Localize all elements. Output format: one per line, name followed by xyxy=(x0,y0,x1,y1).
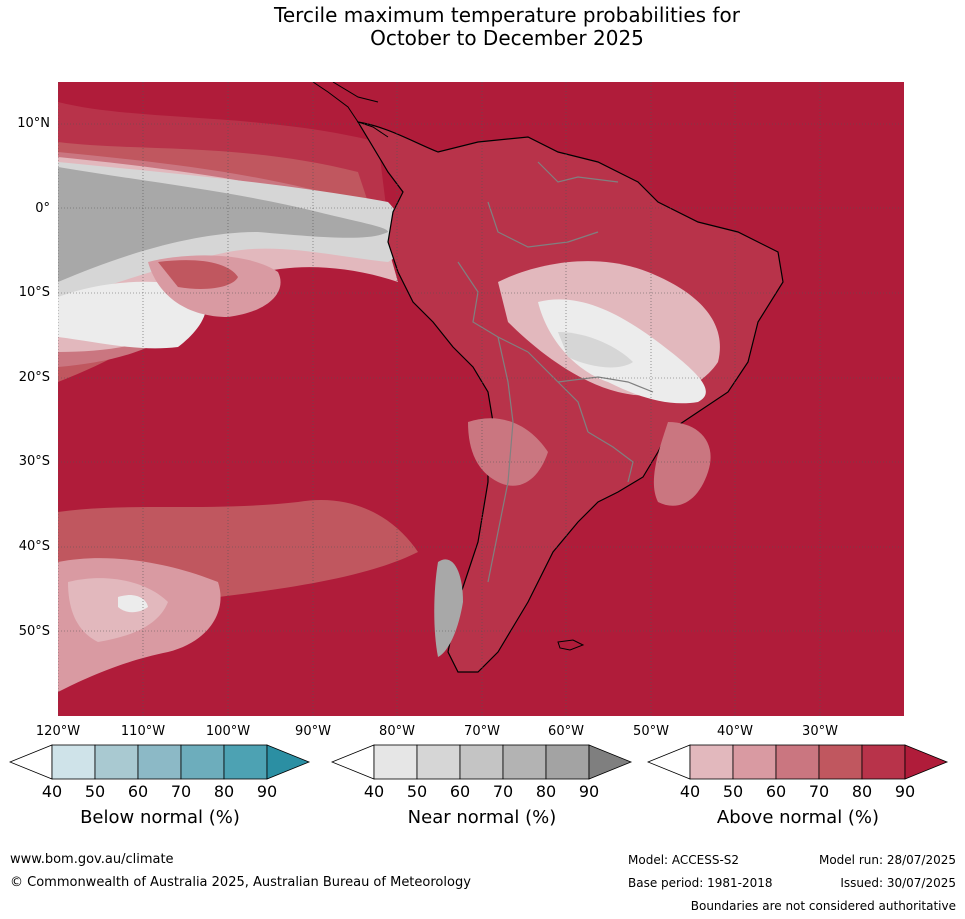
cb-above-seg-3 xyxy=(775,744,820,780)
south-america-land xyxy=(356,121,784,673)
cb-near-seg-0 xyxy=(331,744,375,780)
cb-near-seg-1 xyxy=(373,744,418,780)
footer-model-run: Model run: 28/07/2025 xyxy=(818,853,956,867)
cb-below-title: Below normal (%) xyxy=(80,807,240,828)
cb-near-tick-80: 80 xyxy=(535,782,557,801)
lon-label-70w: 70°W xyxy=(464,724,500,739)
central-america xyxy=(312,82,389,138)
lon-label-50w: 50°W xyxy=(633,724,669,739)
cb-below-seg-6 xyxy=(266,744,311,780)
cb-above-tick-40: 40 xyxy=(679,782,701,801)
graticule xyxy=(58,82,904,716)
footer-base-period: Base period: 1981-2018 xyxy=(628,876,773,890)
lon-label-110w: 110°W xyxy=(120,724,166,739)
lon-label-80w: 80°W xyxy=(379,724,415,739)
south-pacific-light xyxy=(118,595,148,613)
cb-below-tick-70: 70 xyxy=(170,782,192,801)
footer-copyright: © Commonwealth of Australia 2025, Austra… xyxy=(10,875,471,890)
colorbar-above-normal xyxy=(647,744,949,780)
cb-above-tick-80: 80 xyxy=(851,782,873,801)
cb-above-tick-70: 70 xyxy=(808,782,830,801)
lat-label-50s: 50°S xyxy=(18,624,50,639)
near-normal-light-2 xyxy=(58,281,207,349)
lon-label-60w: 60°W xyxy=(548,724,584,739)
cb-below-tick-60: 60 xyxy=(127,782,149,801)
coast-brazil-60 xyxy=(653,422,711,506)
cb-near-seg-4 xyxy=(502,744,547,780)
cb-near-seg-2 xyxy=(416,744,461,780)
cb-near-title: Near normal (%) xyxy=(407,807,557,828)
lat-label-20s: 20°S xyxy=(18,370,50,385)
footer-issued: Issued: 30/07/2025 xyxy=(840,876,956,890)
colorbar-below-normal xyxy=(9,744,311,780)
cb-below-tick-80: 80 xyxy=(213,782,235,801)
lat-label-30s: 30°S xyxy=(18,454,50,469)
lat-label-10n: 10°N xyxy=(17,116,50,131)
falkland-islands xyxy=(557,639,585,651)
cb-near-tick-90: 90 xyxy=(578,782,600,801)
cb-below-tick-40: 40 xyxy=(41,782,63,801)
probability-map xyxy=(58,82,904,716)
cb-above-tick-60: 60 xyxy=(765,782,787,801)
cb-above-seg-4 xyxy=(818,744,863,780)
cb-near-tick-60: 60 xyxy=(449,782,471,801)
cb-above-seg-1 xyxy=(689,744,734,780)
cb-below-seg-0 xyxy=(9,744,53,780)
cb-near-seg-5 xyxy=(545,744,590,780)
footer-model: Model: ACCESS-S2 xyxy=(628,853,740,867)
cb-below-seg-5 xyxy=(223,744,268,780)
pacific-deep xyxy=(158,260,238,289)
cb-below-seg-2 xyxy=(94,744,139,780)
title-line-2: October to December 2025 xyxy=(370,26,644,50)
cb-below-tick-90: 90 xyxy=(256,782,278,801)
footer-website: www.bom.gov.au/climate xyxy=(10,852,174,867)
cb-near-tick-40: 40 xyxy=(363,782,385,801)
colorbar-near-normal xyxy=(331,744,633,780)
cb-near-seg-3 xyxy=(459,744,504,780)
cb-below-tick-50: 50 xyxy=(84,782,106,801)
cb-above-tick-90: 90 xyxy=(894,782,916,801)
patagonia-grey xyxy=(434,559,463,657)
cb-above-seg-0 xyxy=(647,744,691,780)
map-title: Tercile maximum temperature probabilitie… xyxy=(0,4,965,50)
cb-above-seg-6 xyxy=(904,744,949,780)
andes-60 xyxy=(468,418,548,486)
near-normal-dark xyxy=(58,167,388,282)
cb-above-seg-2 xyxy=(732,744,777,780)
country-borders xyxy=(457,161,654,583)
lat-label-10s: 10°S xyxy=(18,285,50,300)
lat-label-0: 0° xyxy=(35,201,50,216)
title-line-1: Tercile maximum temperature probabilitie… xyxy=(274,3,740,27)
lon-label-100w: 100°W xyxy=(205,724,251,739)
brazil-light-grey xyxy=(558,332,633,368)
south-pacific-band-40 xyxy=(68,578,168,642)
cb-near-seg-6 xyxy=(588,744,633,780)
lat-label-40s: 40°S xyxy=(18,539,50,554)
footer-disclaimer: Boundaries are not considered authoritat… xyxy=(690,899,956,913)
cb-near-tick-70: 70 xyxy=(492,782,514,801)
cb-below-seg-1 xyxy=(51,744,96,780)
cb-below-seg-3 xyxy=(137,744,182,780)
cb-above-seg-5 xyxy=(861,744,906,780)
lon-label-120w: 120°W xyxy=(35,724,81,739)
cb-below-seg-4 xyxy=(180,744,225,780)
cb-near-tick-50: 50 xyxy=(406,782,428,801)
brazil-near-normal xyxy=(538,299,706,404)
cb-above-title: Above normal (%) xyxy=(716,807,880,828)
lon-label-30w: 30°W xyxy=(802,724,838,739)
cb-above-tick-50: 50 xyxy=(722,782,744,801)
lon-label-40w: 40°W xyxy=(717,724,753,739)
lon-label-90w: 90°W xyxy=(295,724,331,739)
